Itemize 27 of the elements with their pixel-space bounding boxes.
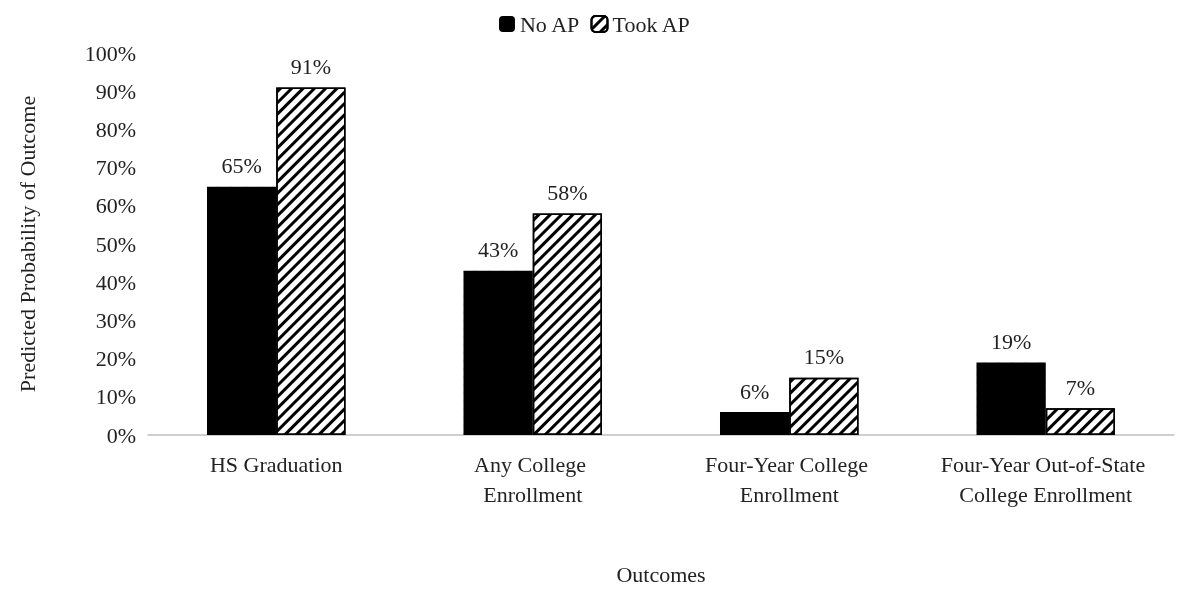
y-tick-label: 60%: [95, 193, 136, 219]
y-tick-label: 80%: [95, 116, 136, 142]
y-tick-label: 50%: [95, 231, 136, 257]
x-tick-label: Any College Enrollment: [474, 451, 592, 507]
data-label: 6%: [739, 378, 770, 404]
y-tick-label: 90%: [95, 78, 136, 104]
data-label: 91%: [290, 53, 332, 79]
legend-label: Took AP: [612, 11, 690, 37]
x-tick-label: Four-Year Out-of-State College Enrollment: [940, 451, 1151, 507]
data-label: 15%: [803, 344, 845, 370]
y-tick-label: 10%: [95, 384, 136, 410]
x-tick-label: HS Graduation: [209, 451, 343, 477]
y-tick-label: 70%: [95, 155, 136, 181]
y-tick-label: 0%: [106, 422, 136, 448]
data-label: 19%: [990, 328, 1032, 354]
y-tick-label: 100%: [84, 40, 136, 66]
x-tick-label: Four-Year College Enrollment: [705, 451, 874, 507]
y-tick-label: 40%: [95, 269, 136, 295]
data-label: 43%: [477, 237, 519, 263]
data-label: 58%: [547, 179, 588, 205]
x-axis-title: Outcomes: [616, 561, 706, 587]
data-label: 7%: [1065, 374, 1096, 400]
data-label: 65%: [221, 153, 262, 179]
y-tick-label: 20%: [95, 346, 136, 372]
y-axis-title: Predicted Probability of Outcome: [14, 95, 40, 393]
y-tick-label: 30%: [95, 307, 136, 333]
legend-label: No AP: [519, 11, 580, 37]
